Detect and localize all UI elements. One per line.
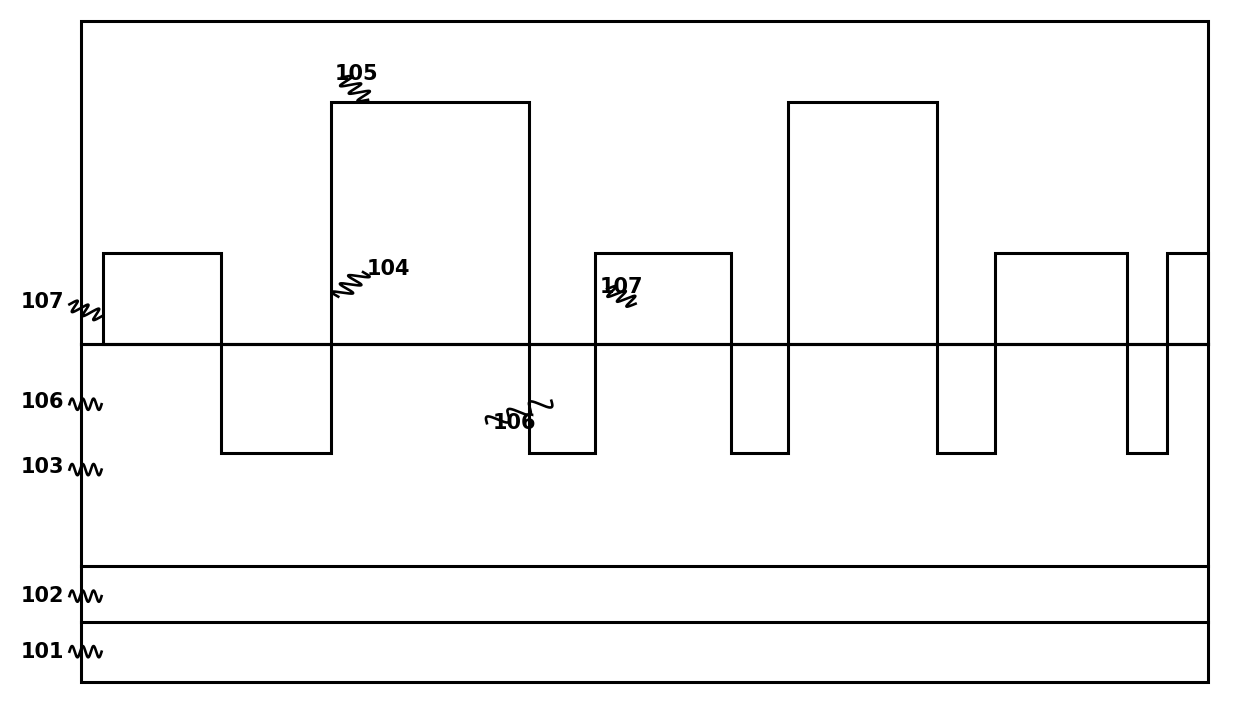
Bar <box>221 344 331 453</box>
Text: 107: 107 <box>600 277 643 297</box>
Text: 103: 103 <box>21 458 64 477</box>
Bar <box>788 102 937 344</box>
Bar <box>995 253 1127 344</box>
Text: 101: 101 <box>21 642 64 662</box>
Text: 106: 106 <box>493 413 536 433</box>
Bar <box>1167 253 1208 344</box>
Bar <box>103 253 221 344</box>
Bar <box>731 344 788 453</box>
Text: 107: 107 <box>21 292 64 312</box>
Text: 105: 105 <box>335 64 378 84</box>
Bar <box>595 253 731 344</box>
Bar <box>1127 344 1167 453</box>
Text: 102: 102 <box>21 586 64 606</box>
Text: 106: 106 <box>21 392 64 412</box>
Bar <box>529 344 595 453</box>
Bar <box>331 102 529 344</box>
Bar <box>937 344 995 453</box>
Text: 104: 104 <box>367 259 410 278</box>
